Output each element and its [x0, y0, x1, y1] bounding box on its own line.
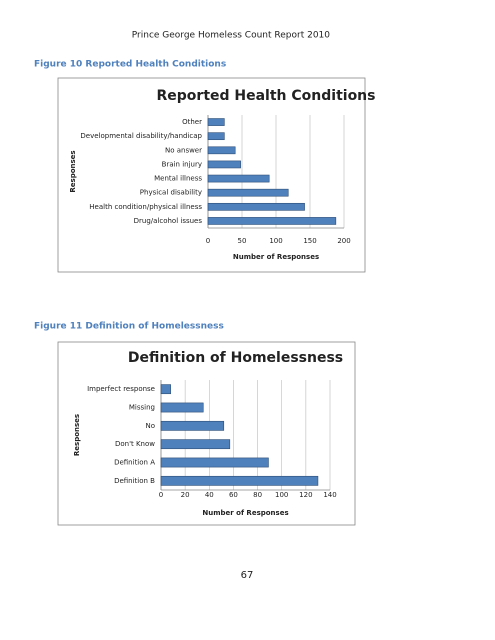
x-tick-label: 20	[181, 491, 190, 499]
bar	[160, 420, 225, 431]
x-tick-label: 200	[337, 237, 350, 245]
bar	[207, 174, 270, 183]
y-tick-label: Physical disability	[140, 189, 202, 197]
x-tick-label: 120	[299, 491, 312, 499]
y-tick-label: Definition B	[114, 477, 155, 485]
y-axis-label: Responses	[73, 414, 81, 456]
y-tick-label: Imperfect response	[87, 385, 155, 393]
x-tick-label: 150	[303, 237, 316, 245]
bar	[207, 202, 305, 211]
y-tick-label: Drug/alcohol issues	[134, 217, 203, 225]
chart-frame	[57, 341, 356, 526]
bar	[207, 146, 236, 155]
y-tick-label: Brain injury	[162, 160, 202, 168]
chart-title: Reported Health Conditions	[157, 88, 376, 104]
y-tick-label: Definition A	[114, 459, 155, 467]
x-tick-label: 100	[269, 237, 282, 245]
bar	[160, 384, 171, 395]
figure-caption: Figure 11 Definition of Homelessness	[34, 322, 224, 332]
y-tick-label: No answer	[165, 146, 202, 154]
y-tick-label: Missing	[129, 404, 155, 412]
y-tick-label: Don't Know	[115, 440, 155, 448]
figure-caption: Figure 10 Reported Health Conditions	[34, 60, 226, 70]
y-tick-label: Health condition/physical illness	[89, 203, 202, 211]
bar	[207, 118, 225, 126]
y-tick-label: No	[145, 422, 155, 430]
page-number: 67	[241, 570, 254, 581]
x-tick-label: 80	[253, 491, 262, 499]
x-axis-label: Number of Responses	[202, 509, 288, 517]
bar	[160, 439, 231, 450]
y-tick-label: Other	[182, 118, 202, 126]
y-tick-label: Developmental disability/handicap	[80, 132, 202, 140]
bar	[207, 160, 241, 169]
chart-title: Definition of Homelessness	[128, 350, 343, 366]
page-header: Prince George Homeless Count Report 2010	[132, 31, 331, 41]
x-axis-label: Number of Responses	[233, 253, 319, 261]
x-tick-label: 50	[238, 237, 247, 245]
x-tick-label: 0	[206, 237, 210, 245]
x-tick-label: 0	[159, 491, 163, 499]
bar	[207, 188, 289, 197]
x-tick-label: 100	[275, 491, 288, 499]
y-tick-label: Mental illness	[154, 175, 202, 183]
bar	[160, 402, 204, 413]
bar	[160, 475, 319, 486]
bar	[160, 457, 269, 468]
x-tick-label: 40	[205, 491, 214, 499]
x-tick-label: 60	[229, 491, 238, 499]
bar	[207, 132, 225, 141]
x-tick-label: 140	[323, 491, 336, 499]
bar	[207, 217, 337, 225]
y-axis-label: Responses	[69, 150, 77, 192]
